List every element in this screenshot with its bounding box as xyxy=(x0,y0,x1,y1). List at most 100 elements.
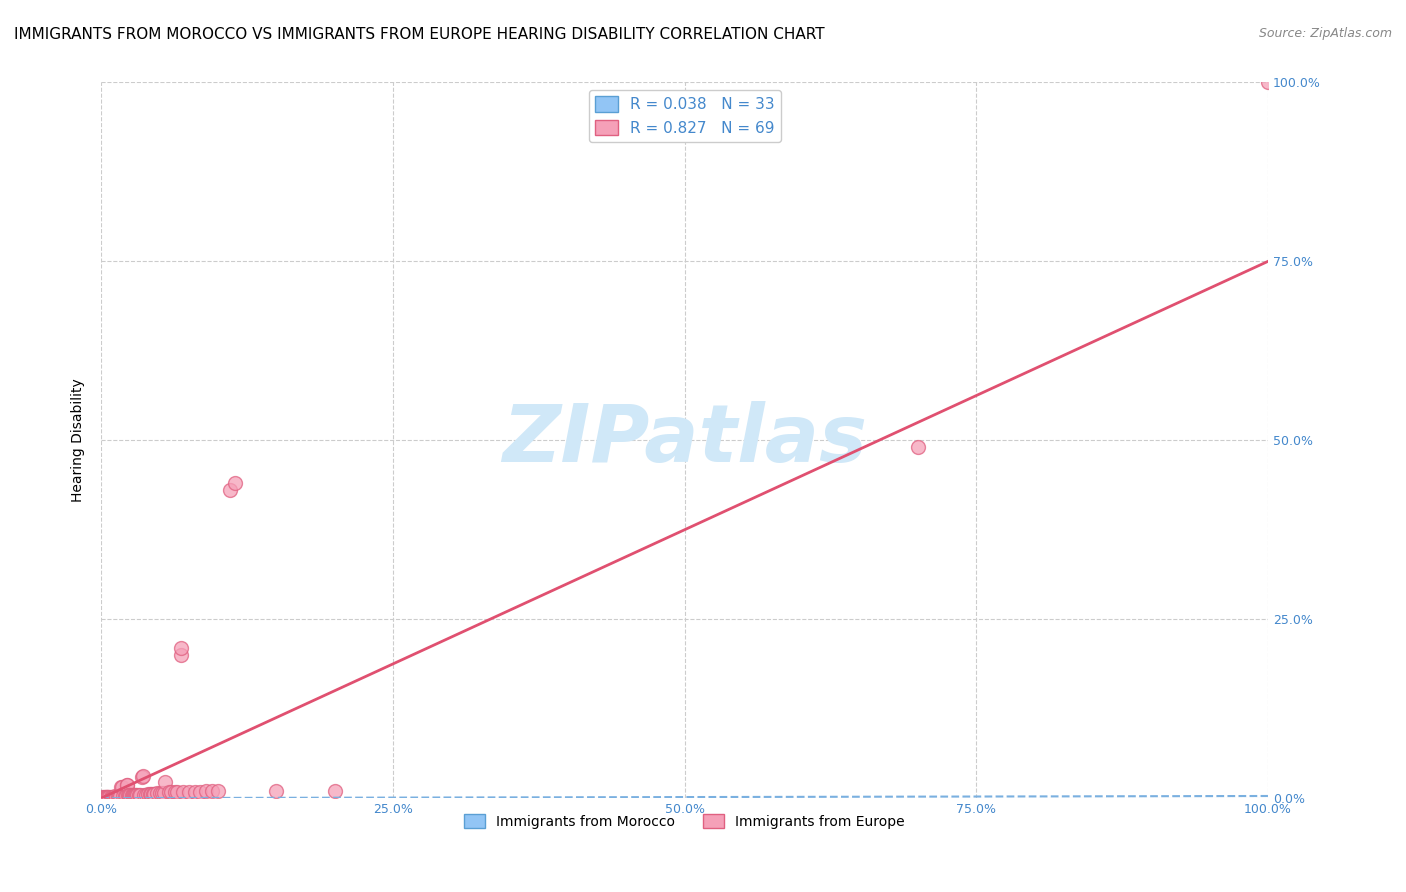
Point xyxy=(108,790,131,805)
Point xyxy=(93,790,115,805)
Point xyxy=(124,788,146,802)
Point xyxy=(105,791,128,805)
Point xyxy=(323,784,346,798)
Point xyxy=(97,790,120,805)
Point xyxy=(190,785,212,799)
Point xyxy=(114,790,136,805)
Point xyxy=(150,786,173,800)
Point xyxy=(98,791,121,805)
Point xyxy=(91,790,114,805)
Point xyxy=(93,790,115,805)
Point xyxy=(128,788,150,802)
Point xyxy=(114,789,136,803)
Point xyxy=(100,789,122,804)
Point xyxy=(107,789,129,803)
Point xyxy=(96,790,118,805)
Point xyxy=(103,789,125,804)
Point xyxy=(115,778,138,792)
Point xyxy=(98,789,121,804)
Point xyxy=(101,790,124,805)
Point xyxy=(172,785,194,799)
Point xyxy=(115,790,138,805)
Point xyxy=(134,788,156,802)
Point xyxy=(91,791,114,805)
Point xyxy=(110,780,132,795)
Point xyxy=(94,791,117,805)
Point xyxy=(183,785,205,799)
Point xyxy=(96,789,118,804)
Point xyxy=(100,790,122,805)
Point xyxy=(1257,75,1279,89)
Point xyxy=(110,791,132,805)
Point xyxy=(224,476,246,491)
Point xyxy=(118,789,141,803)
Point xyxy=(125,788,148,802)
Point xyxy=(166,785,188,799)
Point xyxy=(108,789,131,803)
Point xyxy=(141,787,163,801)
Point xyxy=(169,648,191,662)
Point xyxy=(94,790,117,805)
Point xyxy=(169,640,191,655)
Point xyxy=(93,791,115,805)
Point xyxy=(118,791,141,805)
Point xyxy=(93,791,115,805)
Point xyxy=(907,441,929,455)
Point xyxy=(207,784,229,798)
Point xyxy=(148,786,170,800)
Point xyxy=(142,787,165,801)
Point xyxy=(96,791,118,805)
Point xyxy=(155,775,177,789)
Point xyxy=(136,787,159,801)
Text: Source: ZipAtlas.com: Source: ZipAtlas.com xyxy=(1258,27,1392,40)
Point xyxy=(127,788,149,802)
Point xyxy=(135,788,157,802)
Point xyxy=(218,483,240,498)
Point xyxy=(177,785,200,799)
Point xyxy=(120,789,142,803)
Point xyxy=(104,790,127,805)
Point xyxy=(160,785,183,799)
Point xyxy=(101,789,124,804)
Point xyxy=(103,791,125,805)
Legend: Immigrants from Morocco, Immigrants from Europe: Immigrants from Morocco, Immigrants from… xyxy=(458,808,910,834)
Point xyxy=(97,790,120,805)
Point xyxy=(107,790,129,805)
Point xyxy=(112,789,135,803)
Point xyxy=(146,786,169,800)
Point xyxy=(97,791,120,805)
Point xyxy=(157,785,180,799)
Point xyxy=(132,769,155,783)
Point xyxy=(105,789,128,804)
Point xyxy=(91,790,114,805)
Point xyxy=(111,790,134,805)
Point xyxy=(114,789,136,803)
Point xyxy=(122,789,145,803)
Point xyxy=(121,789,143,803)
Point xyxy=(163,785,186,799)
Point xyxy=(121,790,143,805)
Y-axis label: Hearing Disability: Hearing Disability xyxy=(72,378,86,502)
Point xyxy=(115,778,138,792)
Point xyxy=(264,784,287,798)
Point xyxy=(93,790,115,805)
Point xyxy=(100,791,122,805)
Text: ZIPatlas: ZIPatlas xyxy=(502,401,868,479)
Point xyxy=(139,787,162,801)
Point xyxy=(98,790,121,805)
Point xyxy=(112,791,135,805)
Text: IMMIGRANTS FROM MOROCCO VS IMMIGRANTS FROM EUROPE HEARING DISABILITY CORRELATION: IMMIGRANTS FROM MOROCCO VS IMMIGRANTS FR… xyxy=(14,27,825,42)
Point xyxy=(93,790,115,805)
Point xyxy=(90,791,112,805)
Point xyxy=(201,784,224,798)
Point xyxy=(104,789,127,803)
Point xyxy=(125,790,148,805)
Point xyxy=(141,787,163,801)
Point xyxy=(195,784,218,798)
Point xyxy=(100,789,122,804)
Point xyxy=(100,791,122,805)
Point xyxy=(90,791,112,805)
Point xyxy=(128,788,150,802)
Point xyxy=(121,789,143,803)
Point xyxy=(96,790,118,805)
